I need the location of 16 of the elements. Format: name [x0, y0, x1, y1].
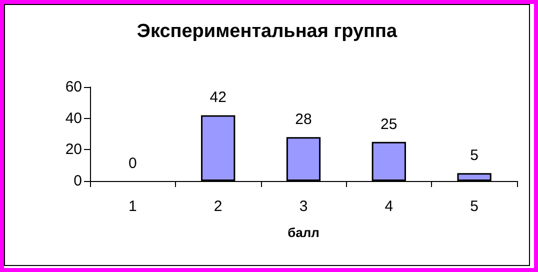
data-label: 28 [295, 111, 312, 128]
data-label: 0 [128, 155, 137, 172]
chart-title: Экспериментальная группа [136, 21, 398, 42]
x-tick-label: 4 [384, 198, 394, 215]
x-axis-title: балл [288, 225, 320, 240]
x-tick-label: 3 [299, 198, 308, 215]
data-label: 5 [470, 147, 478, 164]
x-tick-label: 5 [470, 198, 478, 215]
data-label: 25 [380, 116, 398, 133]
y-tick-label: 40 [65, 110, 82, 127]
y-tick-label: 0 [74, 172, 82, 190]
data-label: 42 [210, 89, 226, 106]
x-tick-label: 1 [128, 198, 137, 215]
y-tick-label: 20 [65, 141, 82, 158]
y-tick-label: 60 [65, 78, 82, 96]
x-tick-label: 2 [214, 198, 222, 215]
